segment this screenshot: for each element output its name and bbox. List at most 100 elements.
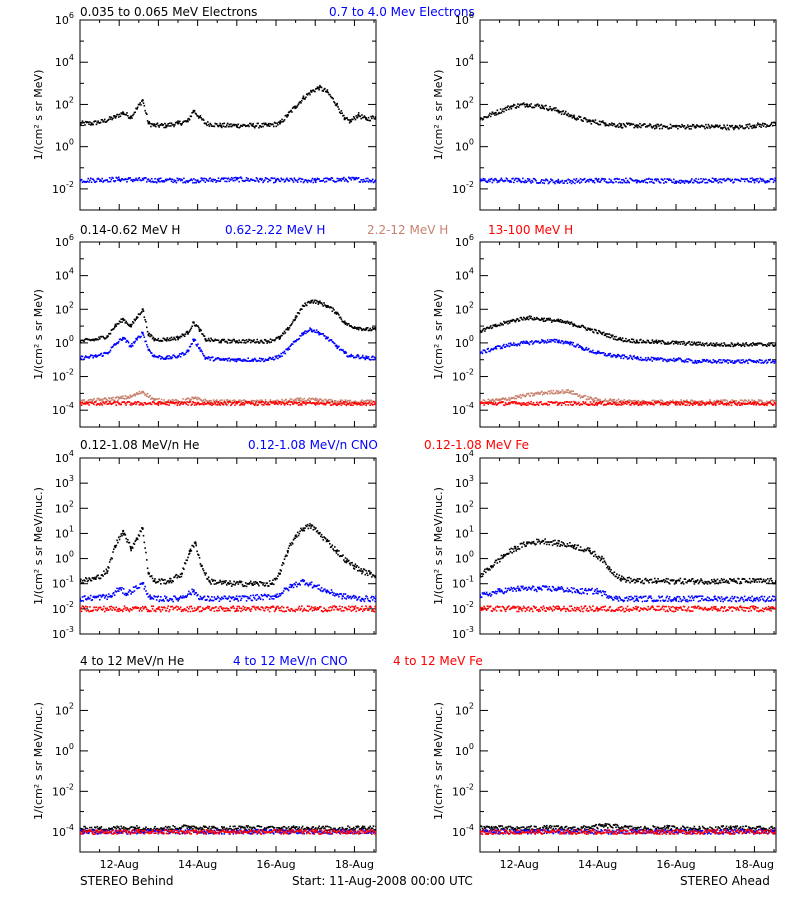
data-dot (761, 343, 763, 345)
data-dot (663, 403, 665, 405)
data-dot (523, 181, 526, 184)
data-dot (598, 351, 601, 354)
data-dot (249, 178, 252, 180)
data-dot (190, 178, 193, 180)
data-dot (640, 404, 643, 406)
data-dot (363, 180, 366, 182)
data-point (494, 325, 497, 328)
data-dot (91, 400, 94, 402)
data-dot (550, 178, 552, 181)
data-dot (304, 302, 306, 305)
data-dot (303, 332, 306, 334)
data-dot (724, 399, 726, 402)
data-dot (145, 403, 147, 405)
data-dot (562, 392, 565, 395)
data-dot (496, 325, 499, 327)
data-dot (364, 358, 367, 361)
data-dot (542, 391, 545, 394)
data-dot (129, 177, 132, 179)
data-dot (625, 401, 628, 403)
data-dot (773, 121, 776, 124)
data-dot (518, 319, 521, 322)
data-dot (592, 398, 595, 400)
data-dot (740, 345, 743, 348)
data-dot (88, 181, 90, 183)
data-dot (339, 178, 342, 180)
data-dot (181, 401, 184, 404)
data-dot (281, 355, 283, 357)
data-dot (574, 393, 576, 395)
data-dot (508, 321, 511, 324)
data-dot (487, 116, 490, 118)
data-dot (616, 339, 619, 341)
data-dot (529, 341, 532, 343)
data-dot (763, 122, 766, 125)
data-dot (296, 106, 298, 108)
data-dot (521, 103, 523, 106)
data-dot (264, 177, 267, 179)
data-dot (669, 123, 672, 126)
data-dot (672, 178, 675, 181)
data-dot (686, 180, 689, 183)
data-point (141, 331, 144, 334)
data-dot (531, 403, 534, 406)
plot-frame (79, 241, 377, 428)
data-dot (542, 320, 545, 323)
data-dot (301, 398, 304, 401)
data-dot (499, 402, 502, 404)
data-dot (629, 124, 631, 126)
data-dot (187, 404, 189, 406)
data-dot (738, 359, 740, 361)
data-point (353, 565, 356, 568)
data-dot (494, 178, 496, 180)
data-dot (583, 395, 585, 397)
data-dot (728, 345, 730, 347)
data-dot (232, 402, 235, 404)
data-dot (323, 302, 325, 304)
data-dot (517, 396, 519, 399)
data-dot (258, 359, 260, 362)
data-dot (124, 402, 127, 405)
data-dot (517, 103, 519, 105)
data-dot (760, 362, 762, 364)
data-dot (350, 353, 353, 356)
data-dot (110, 178, 113, 181)
y-tick-label: 106 (55, 11, 74, 27)
data-dot (120, 533, 123, 535)
data-dot (774, 402, 776, 405)
data-dot (197, 397, 200, 400)
data-dot (708, 401, 711, 404)
data-dot (690, 179, 692, 182)
data-dot (89, 398, 92, 401)
data-dot (132, 542, 135, 545)
data-dot (161, 356, 164, 359)
data-dot (219, 341, 221, 343)
y-axis-label: 1/(cm² s sr MeV/nuc.) (32, 487, 45, 605)
data-dot (139, 179, 141, 181)
data-dot (720, 127, 723, 129)
data-dot (193, 181, 196, 184)
data-dot (174, 338, 176, 340)
data-point (106, 570, 109, 573)
data-dot (226, 178, 229, 180)
data-dot (766, 362, 768, 364)
data-dot (762, 178, 764, 181)
data-dot (575, 325, 578, 328)
data-dot (767, 401, 770, 404)
data-dot (329, 404, 332, 407)
data-dot (124, 178, 127, 180)
data-dot (268, 341, 271, 344)
data-dot (150, 125, 152, 128)
data-dot (534, 104, 537, 107)
data-dot (493, 403, 495, 406)
data-dot (606, 403, 608, 406)
data-dot (605, 332, 607, 335)
data-dot (616, 404, 619, 406)
data-dot (274, 400, 277, 403)
data-dot (705, 123, 707, 126)
data-dot (366, 399, 369, 402)
data-dot (718, 358, 720, 361)
data-dot (193, 397, 196, 400)
data-dot (326, 401, 329, 404)
data-dot (216, 404, 219, 406)
